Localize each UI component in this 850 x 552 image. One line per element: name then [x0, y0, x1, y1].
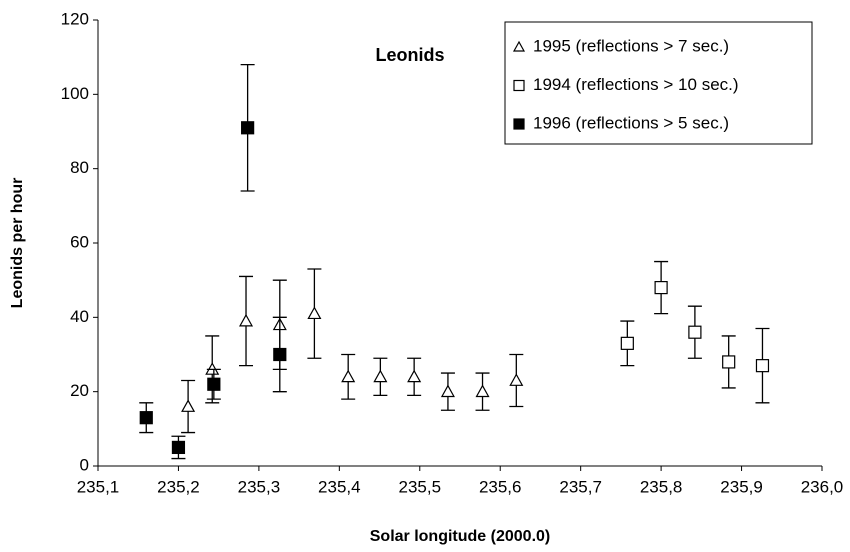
marker	[241, 121, 255, 135]
marker	[373, 369, 388, 383]
legend: 1995 (reflections > 7 sec.) 1994 (reflect…	[504, 21, 813, 145]
x-tick-label: 235,3	[238, 477, 281, 496]
marker	[722, 355, 736, 369]
marker	[654, 281, 668, 295]
x-tick-label: 235,4	[318, 477, 361, 496]
marker	[512, 40, 526, 52]
y-tick-label: 120	[61, 9, 89, 28]
y-tick-label: 60	[70, 232, 89, 251]
x-tick-label: 235,8	[640, 477, 683, 496]
marker	[620, 336, 634, 350]
marker	[513, 118, 525, 130]
marker	[475, 384, 490, 398]
chart-title: Leonids	[375, 45, 444, 65]
x-tick-label: 235,5	[399, 477, 442, 496]
x-axis-label: Solar longitude (2000.0)	[370, 528, 550, 545]
x-tick-label: 236,0	[801, 477, 844, 496]
y-tick-label: 40	[70, 307, 89, 326]
x-tick-label: 235,7	[559, 477, 602, 496]
marker	[440, 384, 455, 398]
marker	[171, 440, 186, 455]
marker	[181, 399, 196, 412]
marker	[513, 79, 525, 92]
x-tick-label: 235,1	[77, 477, 120, 496]
y-tick-label: 20	[70, 381, 89, 400]
legend-label: 1994 (reflections > 10 sec.)	[533, 75, 739, 94]
legend-label: 1995 (reflections > 7 sec.)	[533, 36, 729, 55]
marker	[341, 369, 356, 383]
x-tick-label: 235,6	[479, 477, 522, 496]
y-axis-label: Leonids per hour	[9, 178, 26, 309]
marker	[238, 313, 254, 327]
y-tick-label: 100	[61, 84, 89, 103]
marker	[307, 306, 322, 320]
marker	[207, 377, 221, 391]
marker	[407, 369, 422, 383]
marker	[755, 359, 770, 373]
marker	[509, 373, 524, 386]
legend-box	[504, 21, 813, 145]
legend-label: 1996 (reflections > 5 sec.)	[533, 113, 729, 132]
marker	[688, 325, 702, 339]
marker	[273, 347, 287, 362]
x-tick-label: 235,9	[720, 477, 763, 496]
y-tick-label: 0	[80, 455, 89, 474]
x-tick-label: 235,2	[157, 477, 200, 496]
y-tick-label: 80	[70, 158, 89, 177]
marker	[139, 411, 153, 425]
